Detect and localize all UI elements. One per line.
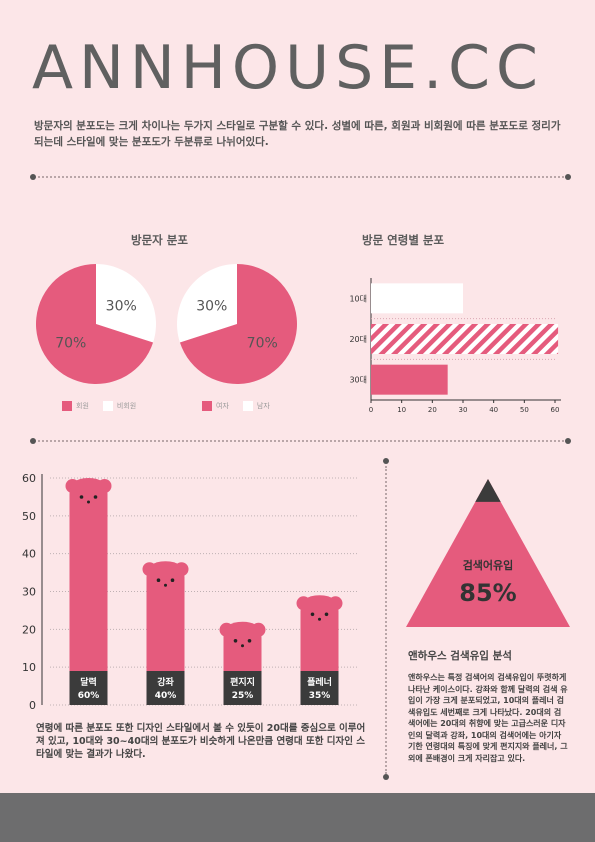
divider-dot-right — [565, 174, 571, 180]
bar-label-box — [146, 671, 185, 705]
legend-member: 회원 비회원 — [62, 401, 136, 411]
divider-line-top — [38, 176, 564, 178]
bar-label-box — [69, 671, 108, 705]
divider-dot-left — [30, 174, 36, 180]
divider-dot-right — [565, 438, 571, 444]
analysis-title: 앤하우스 검색유입 분석 — [408, 650, 512, 662]
page-title: ANNHOUSE.CC — [32, 33, 544, 103]
x-tick-label: 0 — [369, 406, 373, 414]
legend-gender: 여자 남자 — [202, 401, 270, 411]
bar-label-box — [223, 671, 262, 705]
age-bar-chart: 0 10 20 30 40 50 60 10대 20대 30대 — [349, 278, 561, 414]
bar-value-label: 40% — [155, 691, 177, 701]
triangle-tip — [475, 479, 501, 502]
footer-bar — [0, 793, 595, 842]
bar-category-label: 플레너 — [307, 676, 332, 688]
age-category-label: 20대 — [349, 335, 367, 344]
bear-eye — [93, 495, 98, 499]
x-tick-label: 50 — [520, 406, 529, 414]
intro-text: 방문자의 분포도는 크게 차이나는 두가지 스타일로 구분할 수 있다. 성별에… — [34, 120, 561, 148]
age-category-label: 30대 — [349, 376, 367, 385]
bear-eye — [247, 638, 252, 643]
bear-nose — [318, 617, 321, 621]
bear-eye — [79, 495, 84, 499]
y-tick-label: 50 — [22, 510, 36, 523]
age-bar-20대 — [371, 324, 559, 354]
visitor-distribution-title: 방문자 분포 — [131, 233, 188, 247]
pie-label: 70% — [247, 335, 278, 351]
y-tick-label: 20 — [22, 623, 36, 636]
bar-category-label: 편지지 — [230, 676, 255, 688]
x-tick-label: 60 — [551, 406, 560, 414]
x-tick-label: 30 — [459, 406, 468, 414]
bear-eye — [233, 638, 238, 643]
bar-value-label: 60% — [78, 691, 100, 701]
pie-label: 30% — [196, 299, 227, 315]
y-tick-label: 10 — [22, 661, 36, 674]
vertical-divider-dot-bottom — [383, 774, 389, 780]
legend-label: 비회원 — [116, 402, 137, 410]
bear-nose — [87, 500, 90, 504]
age-bar-30대 — [371, 364, 448, 395]
pie-gender: 70% 30% — [177, 264, 298, 384]
age-distribution-title: 방문 연령별 분포 — [362, 233, 445, 247]
legend-swatch-pink — [62, 401, 72, 411]
pie-member: 70% 30% — [36, 264, 156, 384]
age-bar-10대 — [371, 283, 463, 314]
bear-bar-달력: 달력 60% — [65, 478, 112, 705]
bar-category-label: 강좌 — [157, 676, 174, 688]
legend-label: 회원 — [76, 402, 89, 410]
pie-charts: 70% 30% 70% 30% — [36, 264, 298, 384]
pie-label: 70% — [55, 335, 86, 351]
age-category-label: 10대 — [349, 294, 367, 303]
bear-eye — [324, 612, 329, 617]
bar-label-box — [300, 671, 339, 705]
legend-label: 남자 — [256, 402, 270, 410]
bottom-text: 연령에 따른 분포도 또한 디자인 스타일에서 볼 수 있듯이 20대를 중심으… — [36, 723, 366, 760]
legend-swatch-white — [242, 401, 253, 411]
y-tick-label: 0 — [29, 699, 36, 712]
pie-slice-여자 — [179, 264, 298, 384]
x-tick-label: 20 — [428, 406, 437, 414]
legend-label: 여자 — [216, 402, 229, 410]
x-tick-label: 10 — [397, 406, 406, 414]
y-tick-label: 30 — [22, 586, 36, 599]
vertical-divider-dot-top — [383, 458, 389, 464]
bear-body — [69, 478, 108, 705]
triangle-value: 85% — [459, 579, 516, 607]
bar-category-label: 달력 — [80, 676, 97, 688]
pie-slice-회원 — [36, 264, 154, 384]
triangle-pink — [406, 479, 570, 627]
legend-swatch-white — [102, 401, 113, 411]
vertical-divider-line — [385, 466, 387, 774]
bar-value-label: 35% — [309, 691, 331, 701]
analysis-body: 앤하우스는 특정 검색어의 검색유입이 뚜렷하게 나타난 케이스이다. 강좌와 … — [408, 673, 568, 763]
bear-bar-강좌: 강좌 40% — [142, 561, 189, 705]
bear-eye — [156, 578, 161, 583]
divider-line-middle — [38, 440, 564, 442]
bear-bar-편지지: 편지지 25% — [219, 621, 266, 705]
legend-swatch-pink — [202, 401, 212, 411]
bear-bar-플레너: 플레너 35% — [296, 595, 343, 705]
pie-slice-남자 — [177, 264, 237, 343]
y-tick-label: 40 — [22, 548, 36, 561]
bear-body — [146, 561, 185, 705]
keyword-bar-chart: 0 10 20 30 40 50 60 달력 60% 강좌 40% 편지지 25% 플레너 35% — [22, 472, 358, 712]
pie-slice-비회원 — [96, 264, 156, 343]
x-tick-label: 40 — [489, 406, 498, 414]
search-inflow-triangle: 검색어유입 85% — [406, 479, 570, 627]
bear-eye — [310, 612, 315, 617]
triangle-title: 검색어유입 — [463, 558, 514, 572]
bear-eye — [170, 578, 175, 583]
pie-label: 30% — [106, 299, 137, 315]
divider-dot-left — [30, 438, 36, 444]
y-tick-label: 60 — [22, 472, 36, 485]
bear-nose — [164, 583, 167, 587]
bear-nose — [241, 644, 244, 648]
bar-value-label: 25% — [232, 691, 254, 701]
